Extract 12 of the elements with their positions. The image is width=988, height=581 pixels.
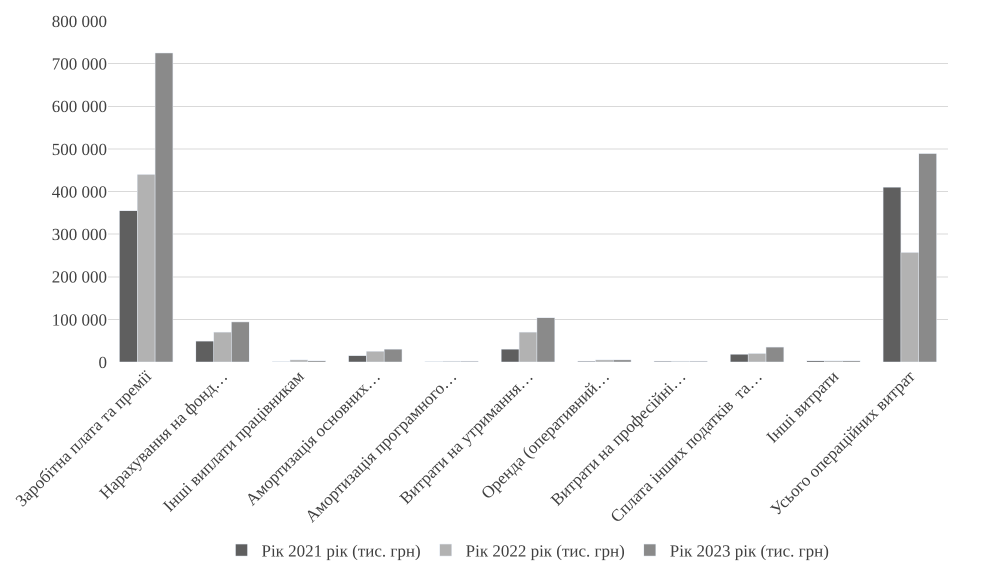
y-tick-label: 600 000	[52, 97, 107, 116]
y-tick-label: 300 000	[52, 225, 107, 244]
legend-label: Рік 2021 рік (тис. грн)	[262, 542, 421, 561]
y-tick-label: 400 000	[52, 182, 107, 202]
y-tick-label: 500 000	[52, 140, 107, 159]
y-tick-label: 100 000	[52, 310, 107, 330]
y-tick-label: 800 000	[52, 12, 107, 31]
y-tick-label: 700 000	[52, 54, 107, 74]
y-tick-label: 0	[98, 352, 107, 372]
legend-label: Рік 2022 рік (тис. грн)	[466, 542, 625, 561]
y-tick-label: 200 000	[52, 268, 107, 287]
legend-label: Рік 2023 рік (тис. грн)	[670, 542, 829, 561]
